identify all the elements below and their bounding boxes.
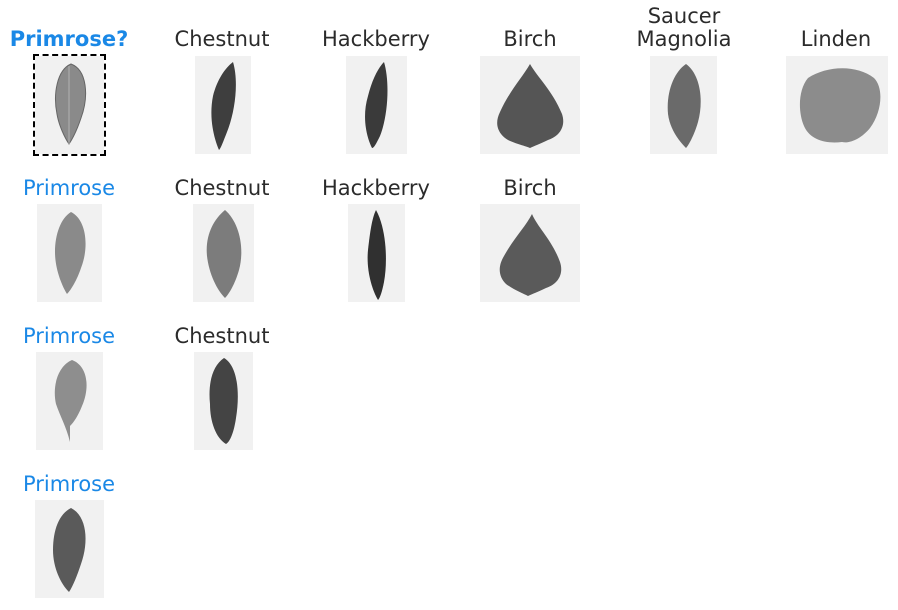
query-label: Primrose? <box>9 27 129 51</box>
query-leaf-image <box>33 54 106 156</box>
label-r0-c4: Saucer Magnolia <box>636 4 732 51</box>
label-r0-c3: Birch <box>503 27 557 51</box>
label-r1-c2: Hackberry <box>322 176 430 200</box>
label-r2-c1: Chestnut <box>174 324 270 348</box>
leaf-image-r0-c5 <box>786 56 888 154</box>
leaf-image-r3-c0 <box>35 500 104 598</box>
label-r3-c0: Primrose <box>22 472 116 496</box>
label-r2-c0: Primrose <box>22 324 116 348</box>
leaf-image-r1-c3 <box>480 204 580 302</box>
label-r1-c1: Chestnut <box>174 176 270 200</box>
leaf-image-r1-c1 <box>193 204 254 302</box>
leaf-image-r0-c1 <box>195 56 251 154</box>
label-r0-c5: Linden <box>800 27 872 51</box>
leaf-image-r0-c4 <box>650 56 717 154</box>
label-r1-c0: Primrose <box>22 176 116 200</box>
leaf-image-r2-c0 <box>36 352 103 450</box>
leaf-image-r0-c3 <box>480 56 580 154</box>
leaf-image-r1-c0 <box>37 204 102 302</box>
label-r1-c3: Birch <box>503 176 557 200</box>
leaf-image-r0-c2 <box>346 56 407 154</box>
leaf-image-r1-c2 <box>348 204 405 302</box>
label-r0-c2: Hackberry <box>322 27 430 51</box>
leaf-image-r2-c1 <box>194 352 253 450</box>
label-r0-c1: Chestnut <box>174 27 270 51</box>
